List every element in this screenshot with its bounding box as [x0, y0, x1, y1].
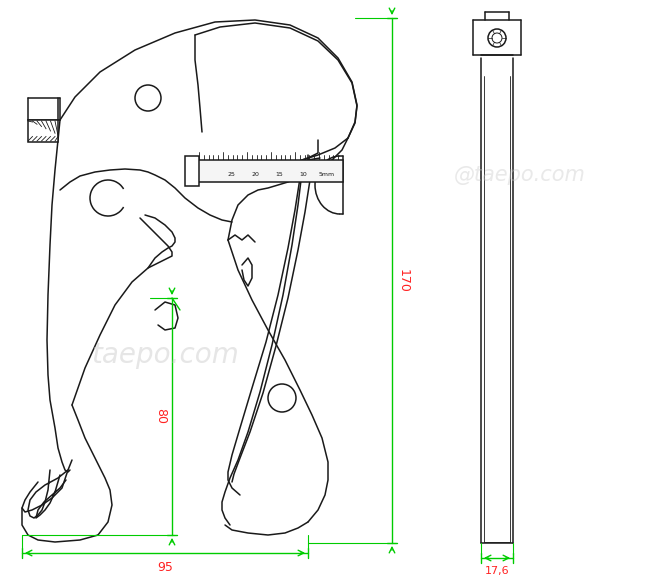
- Text: taepo.com: taepo.com: [91, 341, 239, 369]
- Text: 80: 80: [154, 409, 167, 424]
- Text: @taepo.com: @taepo.com: [454, 165, 586, 185]
- Text: 17,6: 17,6: [485, 566, 509, 576]
- Text: 5mm: 5mm: [319, 171, 335, 177]
- Text: 25: 25: [227, 171, 235, 177]
- Text: 170: 170: [397, 269, 410, 292]
- Bar: [185, 156, 199, 186]
- Bar: [195, 160, 343, 182]
- Text: 95: 95: [157, 561, 173, 574]
- Bar: [28, 120, 58, 142]
- Text: 10: 10: [299, 171, 307, 177]
- Text: 15: 15: [275, 171, 283, 177]
- Text: 20: 20: [251, 171, 259, 177]
